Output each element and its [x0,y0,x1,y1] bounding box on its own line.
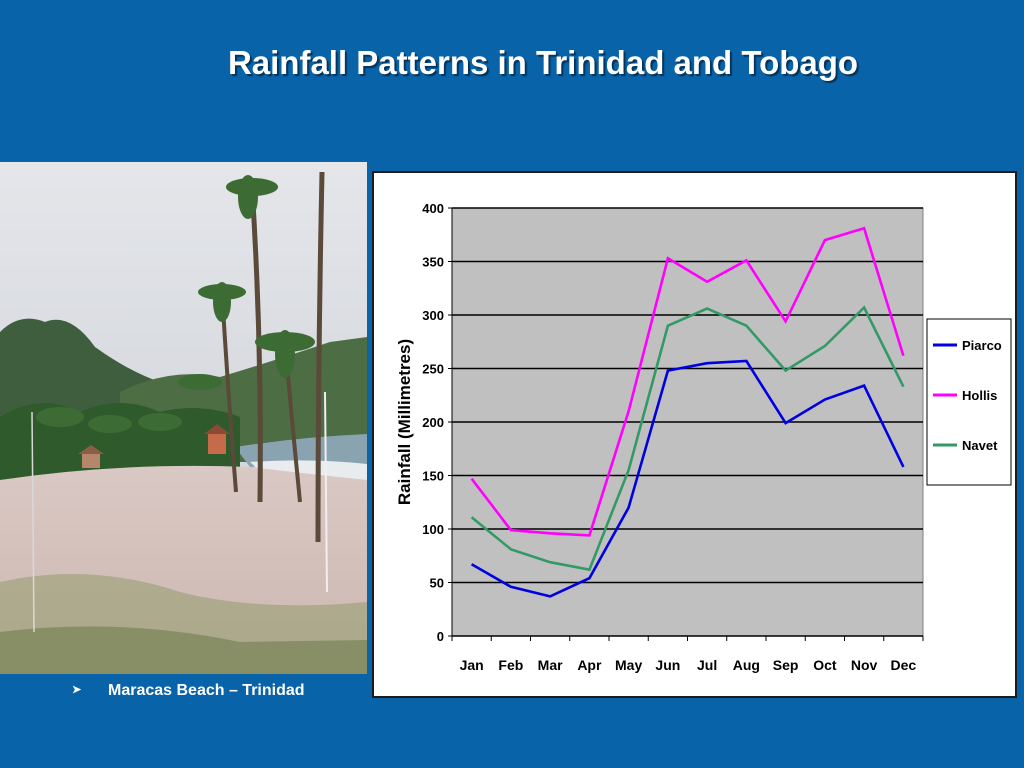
series-line-navet [470,305,905,572]
y-axis-title: Rainfall (Millimetres) [395,339,414,505]
y-tick-label: 150 [422,469,444,484]
legend-label-hollis: Hollis [962,388,997,403]
x-tick-label: Apr [577,657,602,673]
x-tick-label: Oct [813,657,837,673]
x-tick-label: Dec [891,657,917,673]
x-tick-label: May [615,657,642,673]
x-tick-label: Jul [697,657,717,673]
slide-title: Rainfall Patterns in Trinidad and Tobago [227,44,859,81]
rainfall-line-chart: 0 50 100 150 200 250 300 350 400 Jan Feb Mar Apr May J… [395,201,1012,673]
legend-label-piarco: Piarco [962,338,1002,353]
x-tick-label: Jun [655,657,680,673]
y-tick-label: 250 [422,362,444,377]
y-tick-label: 200 [422,415,444,430]
x-tick-label: Jan [460,657,484,673]
arrow-bullet-icon: ➤ [72,684,82,696]
legend-label-navet: Navet [962,438,998,453]
y-tick-label: 100 [422,522,444,537]
y-tick-label: 300 [422,308,444,323]
series-line-piarco [470,359,905,598]
beach-photo [0,162,367,674]
x-tick-label: Aug [733,657,760,673]
x-tick-label: Mar [538,657,563,673]
x-tick-label: Feb [498,657,523,673]
photo-caption: ➤ Maracas Beach – Trinidad [72,682,305,700]
chart-legend [926,318,1012,486]
rainfall-chart: 0 50 100 150 200 250 300 350 400 Jan Feb Mar Apr May J… [372,171,1017,698]
y-tick-label: 50 [430,576,444,591]
series-line-hollis [470,226,905,537]
x-tick-label: Nov [851,657,878,673]
beach-photo-image [0,162,367,674]
y-tick-label: 350 [422,255,444,270]
y-tick-label: 0 [437,629,444,644]
photo-caption-text: Maracas Beach – Trinidad [108,682,305,699]
y-tick-label: 400 [422,201,444,216]
x-tick-label: Sep [773,657,799,673]
